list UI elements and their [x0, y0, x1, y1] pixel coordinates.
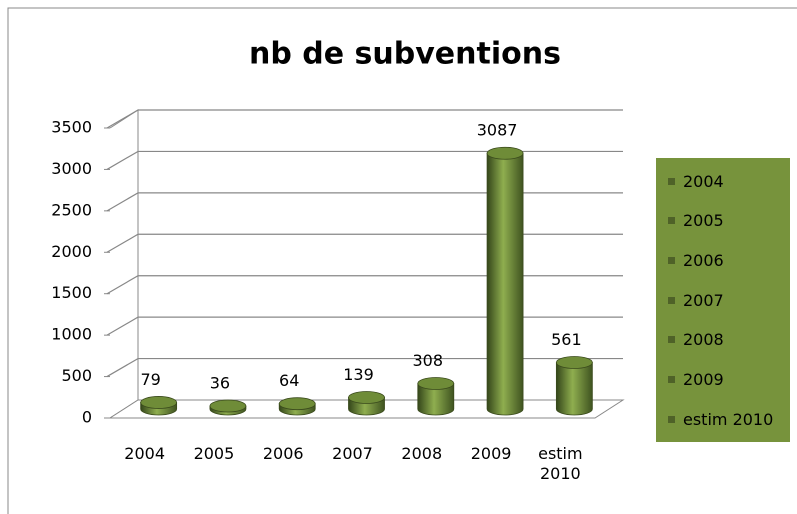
grid-line	[106, 192, 623, 212]
y-tick-label: 0	[82, 408, 92, 427]
y-tick-label: 2000	[51, 242, 92, 261]
legend-item: 2005	[668, 211, 724, 231]
bar-top	[209, 399, 247, 413]
y-tick-label: 3500	[51, 118, 92, 137]
value-label: 139	[343, 365, 374, 384]
bar-top	[417, 377, 455, 390]
legend-item: 2006	[668, 250, 724, 270]
x-tick-label: 2004	[124, 444, 165, 463]
y-tick-label: 3000	[51, 159, 92, 178]
value-label: 64	[279, 371, 299, 390]
y-tick-label: 1500	[51, 283, 92, 302]
bar	[555, 362, 593, 416]
value-label: 308	[413, 351, 444, 370]
bar	[486, 152, 524, 416]
grid-line	[106, 109, 623, 129]
bar	[417, 383, 455, 416]
legend-item: 2007	[668, 290, 724, 310]
legend-swatch	[668, 336, 675, 344]
legend-label: 2005	[683, 211, 724, 231]
legend-swatch	[668, 296, 675, 304]
x-tick-label: 2008	[401, 444, 443, 463]
legend-swatch	[668, 217, 675, 225]
legend-label: 2009	[683, 370, 724, 389]
legend-label: estim 2010	[683, 409, 774, 429]
legend-swatch	[668, 415, 675, 423]
x-tick-label: 2005	[193, 444, 235, 463]
bar-top	[486, 146, 524, 160]
bar-top	[348, 391, 385, 404]
value-label: 36	[210, 374, 230, 393]
grid-line	[106, 357, 623, 378]
x-tick-label: 2009	[470, 444, 512, 463]
frame	[7, 7, 797, 514]
x-tick-label: 2006	[262, 444, 304, 463]
x-tick-label: estim 2010	[538, 444, 583, 483]
y-tick-label: 2500	[51, 200, 92, 219]
legend-item: 2008	[668, 330, 724, 350]
legend-swatch	[668, 256, 675, 264]
legend-label: 2006	[683, 250, 724, 270]
bar-top	[278, 397, 316, 411]
y-tick-label: 500	[61, 366, 92, 385]
value-label: 79	[140, 370, 160, 389]
legend-label: 2004	[683, 171, 724, 191]
bar-top	[140, 396, 178, 409]
x-tick-label: 2007	[332, 444, 373, 463]
legend-label: 2007	[683, 290, 724, 310]
legend-swatch	[668, 376, 675, 383]
legend: 2004 2005 2006 2007 2008 2009 estim 2010	[656, 158, 790, 442]
grid-line	[106, 316, 623, 336]
grid-line	[106, 233, 623, 253]
legend-label: 2008	[683, 330, 724, 350]
y-tick-label: 1000	[51, 325, 92, 344]
grid-line	[106, 150, 623, 170]
bar-top	[555, 356, 593, 369]
legend-item: 2004	[668, 171, 724, 191]
grid-line	[106, 275, 623, 295]
legend-item: estim 2010	[668, 409, 773, 429]
legend-swatch	[668, 177, 675, 185]
chart-title: nb de subventions	[249, 37, 561, 72]
value-label: 561	[551, 330, 582, 349]
value-label: 3087	[477, 121, 518, 140]
legend-item: 2009	[668, 370, 724, 390]
